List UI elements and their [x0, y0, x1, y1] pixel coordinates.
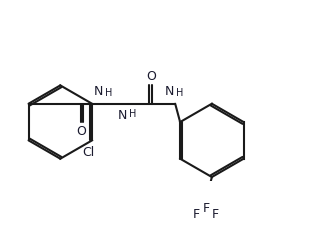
Text: F: F	[212, 208, 219, 222]
Text: N: N	[94, 85, 103, 98]
Text: F: F	[203, 202, 210, 215]
Text: F: F	[193, 208, 200, 222]
Text: H: H	[176, 88, 183, 98]
Text: N: N	[165, 85, 174, 98]
Text: O: O	[147, 70, 157, 83]
Text: H: H	[105, 88, 113, 98]
Text: O: O	[76, 125, 86, 138]
Text: Cl: Cl	[82, 146, 94, 159]
Text: N: N	[117, 109, 127, 122]
Text: H: H	[129, 109, 136, 119]
